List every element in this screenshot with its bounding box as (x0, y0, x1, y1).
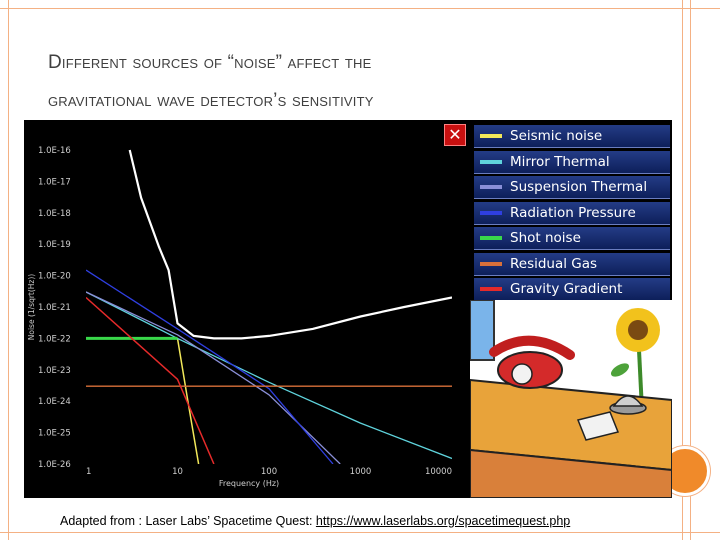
legend-label: Shot noise (510, 230, 581, 246)
legend-swatch (480, 236, 502, 240)
legend-label: Residual Gas (510, 255, 598, 272)
legend-label: Suspension Thermal (510, 179, 648, 195)
slide-title: Different sources of “noise” affect the … (48, 44, 608, 120)
legend-swatch (480, 185, 502, 189)
legend-item[interactable]: Suspension Thermal (474, 176, 670, 199)
y-tick-label: 1.0E-19 (38, 240, 71, 250)
desk-scene-image (469, 299, 673, 499)
title-line-2: gravitational wave detector’s sensitivit… (48, 90, 374, 111)
noise-chart: 1.0E-16 1.0E-17 1.0E-18 1.0E-19 1.0E-20 1.0E-… (27, 146, 452, 488)
y-tick-label: 1.0E-23 (38, 366, 71, 376)
x-tick-label: 10000 (425, 467, 452, 477)
y-tick-label: 1.0E-25 (38, 429, 71, 439)
close-button[interactable]: ✕ (444, 124, 466, 146)
legend-label: Gravity Gradient (510, 281, 623, 297)
x-tick-label: 10 (172, 467, 183, 477)
x-tick-label: 100 (261, 467, 277, 477)
series-line-suspension-thermal (86, 291, 341, 464)
legend-swatch (480, 261, 502, 266)
series-line-seismic-noise (176, 338, 200, 464)
legend-item[interactable]: Gravity Gradient (474, 278, 670, 301)
x-axis-label: Frequency (Hz) (219, 479, 279, 488)
plot-area: 1.0E-16 1.0E-17 1.0E-18 1.0E-19 1.0E-20 1.0E-… (24, 120, 472, 498)
noise-chart-panel: 1.0E-16 1.0E-17 1.0E-18 1.0E-19 1.0E-20 1.0E-… (24, 120, 672, 498)
y-tick-label: 1.0E-17 (38, 177, 71, 187)
credit-link[interactable]: https://www.laserlabs.org/spacetimequest… (315, 514, 571, 528)
x-tick-label: 1 (86, 467, 91, 477)
x-tick-label: 1000 (350, 467, 372, 477)
legend-item[interactable]: Radiation Pressure (474, 201, 670, 225)
title-line-1: Different sources of “noise” affect the (48, 52, 372, 73)
legend-swatch (480, 210, 502, 215)
frame-top-line (0, 8, 720, 9)
credit-text: Adapted from : Laser Labs’ Spacetime Que… (60, 514, 316, 528)
legend-swatch (480, 287, 502, 291)
y-tick-label: 1.0E-22 (38, 334, 71, 344)
y-tick-label: 1.0E-16 (38, 146, 71, 156)
y-tick-label: 1.0E-20 (38, 272, 71, 282)
legend-swatch (480, 159, 502, 164)
chart-legend: Seismic noise Mirror Thermal Suspension Th… (474, 121, 670, 305)
source-credit: Adapted from : Laser Labs’ Spacetime Que… (60, 514, 570, 528)
legend-item[interactable]: Shot noise (474, 227, 670, 250)
frame-bottom-line (0, 532, 720, 533)
y-tick-label: 1.0E-18 (38, 209, 71, 219)
legend-item[interactable]: Seismic noise (474, 125, 670, 148)
series-line-radiation-pressure (86, 269, 334, 464)
y-axis-label: Noise (1/sqrt(Hz)) (27, 274, 36, 341)
series-line-total-sensitivity (128, 149, 452, 340)
y-tick-label: 1.0E-26 (38, 460, 71, 470)
y-tick-label: 1.0E-24 (38, 397, 71, 407)
desk-scene-illustration (469, 299, 673, 499)
frame-right-line (682, 0, 683, 540)
legend-item[interactable]: Residual Gas (474, 252, 670, 276)
legend-swatch (480, 134, 502, 138)
frame-left-line (8, 0, 9, 540)
legend-item[interactable]: Mirror Thermal (474, 150, 670, 174)
series-line-mirror-thermal (86, 291, 452, 460)
y-tick-label: 1.0E-21 (38, 303, 71, 313)
frame-right-line-2 (690, 0, 691, 540)
legend-label: Seismic noise (510, 128, 603, 144)
series-line-gravity-gradient (86, 296, 215, 464)
legend-label: Radiation Pressure (510, 204, 636, 221)
legend-label: Mirror Thermal (510, 153, 610, 170)
